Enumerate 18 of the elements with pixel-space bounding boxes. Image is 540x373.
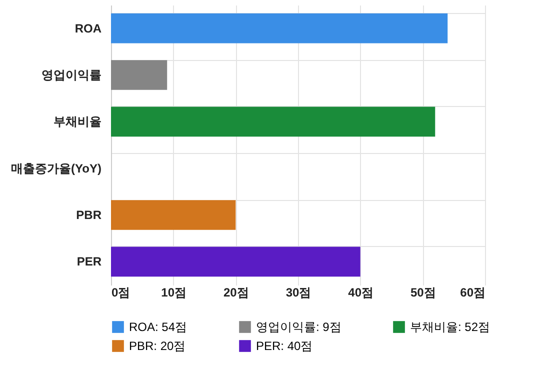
legend-label: ROA: 54점 bbox=[129, 320, 188, 334]
y-tick-label: 부채비율 bbox=[54, 114, 102, 129]
x-tick-label: 50점 bbox=[410, 286, 436, 300]
legend-label: PBR: 20점 bbox=[129, 339, 186, 353]
x-tick-label: 30점 bbox=[286, 286, 312, 300]
x-tick-label: 0점 bbox=[112, 286, 130, 300]
y-tick-label: PER bbox=[76, 254, 102, 269]
y-tick-label: 영업이익률 bbox=[42, 68, 102, 82]
legend-label: PER: 40점 bbox=[256, 339, 313, 353]
x-tick-label: 40점 bbox=[348, 286, 374, 300]
y-tick-label: PBR bbox=[76, 208, 102, 222]
legend-label: 부채비율: 52점 bbox=[410, 320, 490, 334]
x-tick-label: 10점 bbox=[161, 286, 187, 300]
legend-label: 영업이익률: 9점 bbox=[256, 320, 342, 334]
x-tick-label: 60점 bbox=[460, 286, 486, 300]
y-tick-label: 매출증가율(YoY) bbox=[11, 161, 102, 176]
x-tick-label: 20점 bbox=[223, 286, 249, 300]
y-tick-label: ROA bbox=[74, 21, 102, 36]
